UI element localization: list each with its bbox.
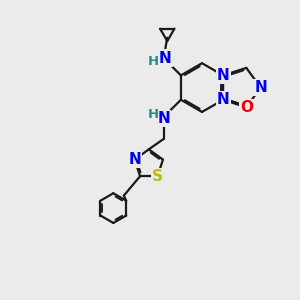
Text: N: N	[159, 51, 172, 66]
Text: N: N	[217, 92, 230, 107]
Text: N: N	[128, 152, 141, 167]
Text: H: H	[148, 55, 159, 68]
Text: N: N	[217, 92, 230, 107]
Text: O: O	[240, 100, 253, 115]
Text: N: N	[157, 111, 170, 126]
Text: S: S	[152, 169, 163, 184]
Text: N: N	[254, 80, 267, 95]
Text: N: N	[217, 68, 230, 83]
Text: H: H	[148, 107, 159, 121]
